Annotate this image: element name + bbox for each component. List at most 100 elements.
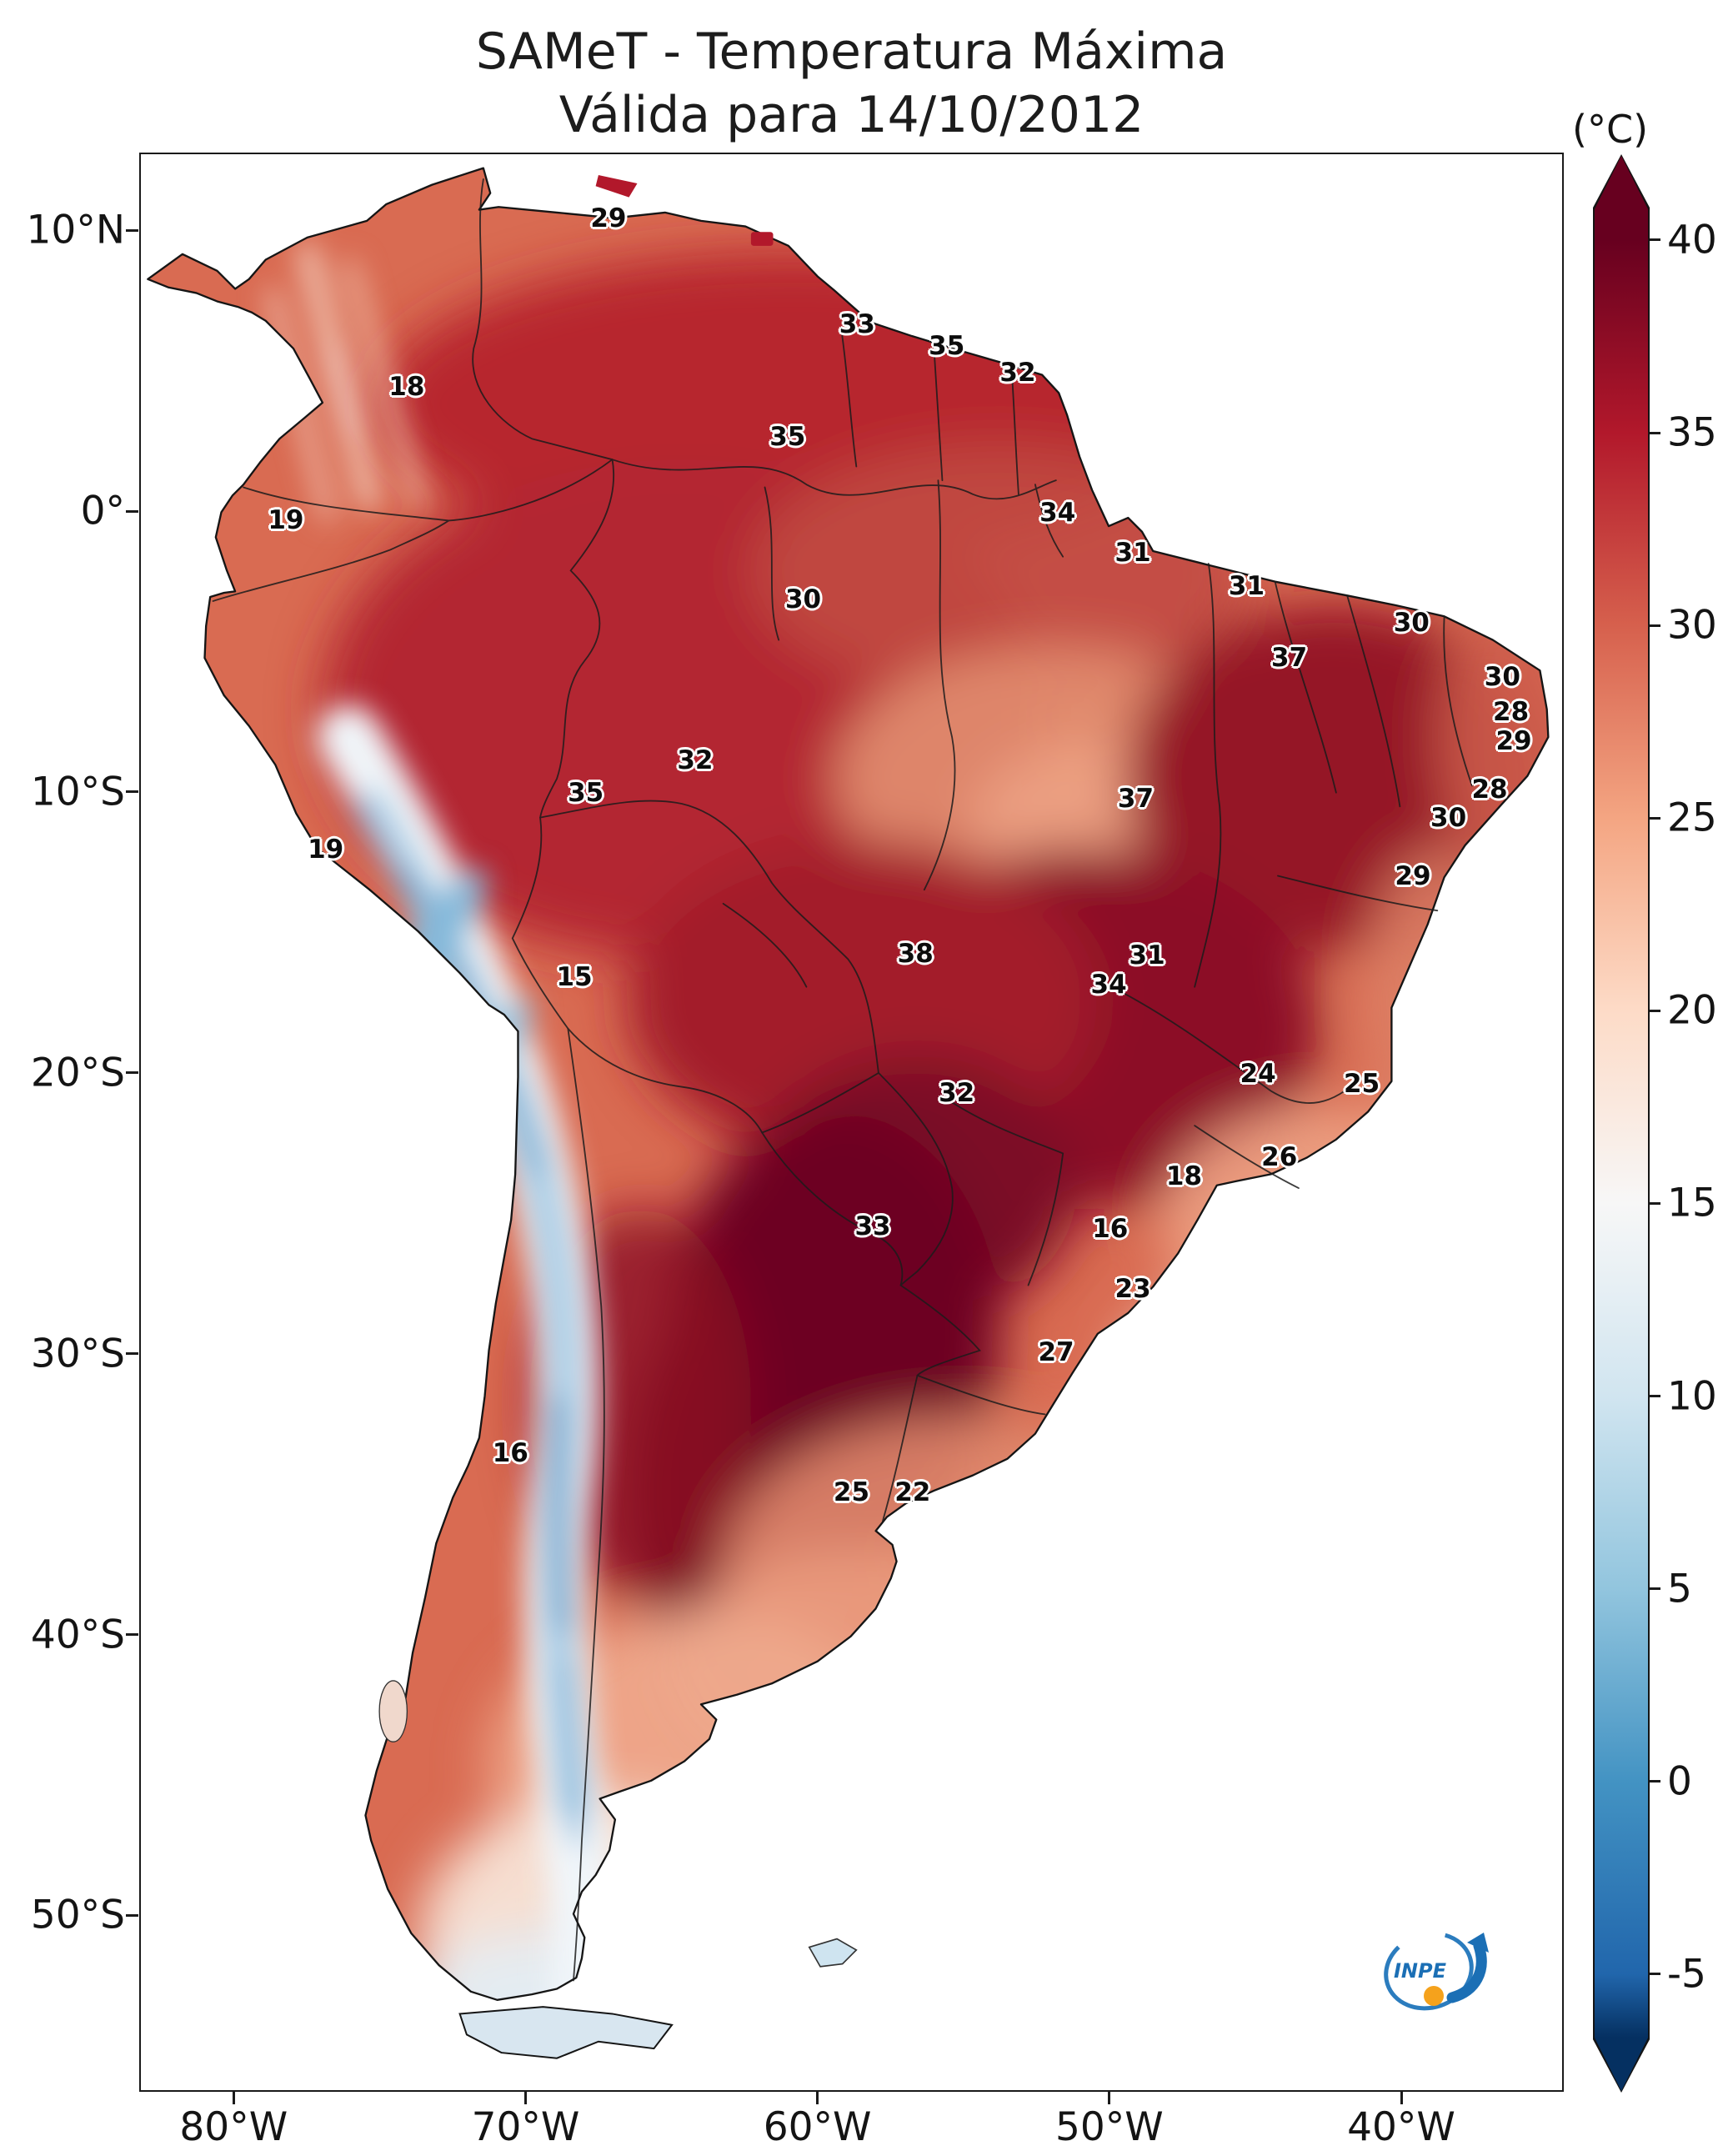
colorbar-tick-label: -5 xyxy=(1667,1951,1706,1998)
colorbar-tick-label: 25 xyxy=(1667,795,1717,841)
colorbar-gradient xyxy=(1595,156,1648,2091)
longitude-tick-label: 80°W xyxy=(179,2104,288,2150)
temperature-value-label: 31 xyxy=(1114,538,1151,569)
temperature-value-label: 30 xyxy=(1484,661,1520,692)
longitude-tick-mark xyxy=(1108,2092,1111,2104)
inpe-logo: INPE xyxy=(1384,1931,1489,2011)
colorbar-tick-mark xyxy=(1650,1395,1660,1398)
colorbar-tick-mark xyxy=(1650,1973,1660,1976)
temperature-value-label: 32 xyxy=(939,1078,975,1109)
colorbar-tick-mark xyxy=(1650,1587,1660,1591)
temperature-value-label: 23 xyxy=(1114,1273,1151,1304)
colorbar-tick-label: 10 xyxy=(1667,1373,1717,1420)
colorbar-tick-mark xyxy=(1650,431,1660,434)
latitude-tick-mark xyxy=(126,790,138,794)
temperature-value-label: 24 xyxy=(1240,1058,1276,1089)
longitude-tick-label: 60°W xyxy=(763,2104,872,2150)
temperature-value-label: 16 xyxy=(492,1438,528,1469)
colorbar-tick-label: 20 xyxy=(1667,987,1717,1034)
temperature-value-label: 34 xyxy=(1090,970,1127,1000)
latitude-tick-label: 40°S xyxy=(30,1612,125,1658)
temperature-value-label: 31 xyxy=(1129,940,1165,971)
latitude-tick-label: 10°S xyxy=(30,769,125,815)
colorbar-tick-label: 30 xyxy=(1667,602,1717,649)
colorbar-tick-label: 15 xyxy=(1667,1180,1717,1226)
temperature-value-label: 25 xyxy=(1344,1068,1380,1099)
colorbar-unit-label: (°C) xyxy=(1572,107,1649,152)
temperature-value-label: 22 xyxy=(894,1477,931,1507)
temperature-value-label: 19 xyxy=(268,504,304,535)
longitude-tick-mark xyxy=(232,2092,235,2104)
latitude-tick-mark xyxy=(126,1633,138,1637)
temperature-value-label: 29 xyxy=(590,203,627,233)
colorbar-tick-mark xyxy=(1650,1009,1660,1012)
temperature-value-label: 16 xyxy=(1092,1213,1129,1244)
temperature-value-label: 35 xyxy=(929,330,965,361)
temperature-value-label: 18 xyxy=(1165,1161,1203,1192)
temperature-value-label: 32 xyxy=(677,745,714,775)
south-america-temperature-map xyxy=(147,167,1550,2059)
country-borders xyxy=(212,178,1473,1982)
longitude-tick-mark xyxy=(1400,2092,1403,2104)
inpe-arrow-icon xyxy=(1446,1940,1487,2003)
latitude-tick-mark xyxy=(126,509,138,513)
colorbar-tick-mark xyxy=(1650,1780,1660,1783)
tierra-del-fuego xyxy=(458,2006,674,2059)
temperature-value-label: 30 xyxy=(1430,803,1467,834)
colorbar-tick-label: 40 xyxy=(1667,217,1717,263)
colorbar-tick-label: 5 xyxy=(1667,1566,1692,1612)
colorbar-tick-mark xyxy=(1650,624,1660,627)
colorbar-tick-label: 35 xyxy=(1667,409,1717,456)
temperature-value-label: 33 xyxy=(839,309,875,340)
temperature-value-label: 32 xyxy=(999,358,1036,389)
falkland-islands xyxy=(808,1938,858,1968)
colorbar-tick-mark xyxy=(1650,1201,1660,1205)
colorbar-tick-mark xyxy=(1650,816,1660,820)
latitude-tick-label: 20°S xyxy=(30,1050,125,1096)
latitude-tick-label: 50°S xyxy=(30,1892,125,1938)
colorbar-tick-label: 0 xyxy=(1667,1758,1692,1805)
colorbar-tick-mark xyxy=(1650,238,1660,242)
latitude-tick-mark xyxy=(126,1913,138,1917)
longitude-tick-label: 70°W xyxy=(471,2104,580,2150)
temperature-value-label: 35 xyxy=(769,422,806,452)
latitude-tick-label: 0° xyxy=(80,488,125,534)
temperature-value-label: 26 xyxy=(1261,1141,1298,1172)
temperature-value-label: 29 xyxy=(1395,861,1431,892)
temperature-value-label: 29 xyxy=(1495,725,1532,756)
latitude-tick-label: 10°N xyxy=(26,207,125,253)
temperature-value-label: 37 xyxy=(1271,642,1308,673)
latitude-tick-label: 30°S xyxy=(30,1331,125,1377)
longitude-tick-label: 50°W xyxy=(1054,2104,1164,2150)
map-title: SAMeT - Temperatura Máxima xyxy=(475,23,1228,81)
temperature-value-label: 33 xyxy=(854,1211,891,1242)
temperature-value-label: 15 xyxy=(556,961,593,992)
longitude-tick-label: 40°W xyxy=(1347,2104,1455,2150)
temperature-value-label: 18 xyxy=(388,371,425,402)
map-plot-area: 29 18 33 35 32 35 19 34 31 31 30 30 37 30 28 29 32 35 37 28… xyxy=(139,153,1564,2092)
title-block: SAMeT - Temperatura Máxima Válida para 1… xyxy=(139,20,1564,147)
temperature-value-label: 30 xyxy=(1393,607,1430,638)
inpe-orange-dot-icon xyxy=(1424,1986,1444,2006)
temperature-value-label: 35 xyxy=(568,778,604,809)
temperature-value-label: 30 xyxy=(784,584,822,615)
latitude-tick-mark xyxy=(126,1071,138,1075)
latitude-tick-mark xyxy=(126,1352,138,1356)
temperature-value-label: 34 xyxy=(1039,497,1076,528)
inpe-logo-text: INPE xyxy=(1394,1959,1447,1983)
temperature-value-label: 31 xyxy=(1228,570,1265,601)
latitude-tick-mark xyxy=(126,228,138,232)
longitude-tick-mark xyxy=(523,2092,527,2104)
longitude-tick-mark xyxy=(816,2092,819,2104)
temperature-value-label: 28 xyxy=(1471,774,1508,805)
temperature-labels-layer: 29 18 33 35 32 35 19 34 31 31 30 30 37 30 28 29 32 35 37 28… xyxy=(141,154,1562,2090)
temperature-value-label: 19 xyxy=(308,834,344,865)
inpe-arrowhead-icon xyxy=(1467,1933,1489,1953)
temperature-value-label: 25 xyxy=(833,1477,870,1507)
continent-coastline xyxy=(147,167,1550,2001)
temperature-value-label: 28 xyxy=(1493,696,1530,727)
temperature-value-label: 38 xyxy=(897,938,934,969)
temperature-colorbar xyxy=(1593,154,1650,2093)
map-subtitle-date: Válida para 14/10/2012 xyxy=(558,86,1144,144)
